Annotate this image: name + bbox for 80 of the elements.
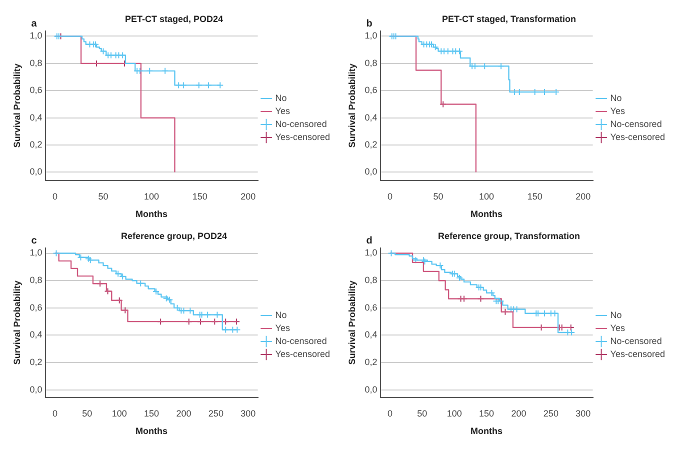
y-tick-label: 0,6 bbox=[364, 302, 378, 312]
text: b bbox=[366, 18, 372, 30]
y-tick-label: 0,4 bbox=[30, 112, 42, 122]
legend-label: No bbox=[610, 310, 622, 320]
y-tick-label: 0,8 bbox=[30, 58, 42, 68]
x-tick-label: 50 bbox=[82, 408, 92, 418]
chart-title: PET-CT staged, Transformation bbox=[442, 14, 576, 24]
x-tick-label: 0 bbox=[52, 408, 58, 418]
legend-label: No bbox=[610, 92, 622, 103]
y-tick-label: 0,4 bbox=[30, 330, 42, 340]
x-tick-label: 100 bbox=[479, 191, 494, 202]
y-tick-label: 1,0 bbox=[364, 248, 378, 258]
y-tick-label: 1,0 bbox=[30, 30, 42, 41]
legend-label: Yes-censored bbox=[275, 348, 330, 359]
y-tick-label: 1,0 bbox=[30, 248, 42, 258]
legend-label: No-censored bbox=[275, 118, 327, 129]
x-tick-label: 100 bbox=[144, 191, 160, 202]
x-tick-label: 150 bbox=[144, 408, 160, 418]
x-tick-label: 0 bbox=[52, 191, 58, 202]
y-tick-label: 0,4 bbox=[364, 330, 378, 340]
legend-label: No-censored bbox=[610, 336, 662, 346]
x-tick-label: 50 bbox=[417, 408, 428, 418]
legend-label: No bbox=[275, 310, 287, 320]
x-tick-label: 200 bbox=[576, 191, 591, 202]
chart-title: Reference group, Transformation bbox=[438, 230, 580, 241]
legend-label: Yes bbox=[610, 106, 626, 116]
y-axis-title: Survival Probability bbox=[12, 64, 22, 148]
y-tick-label: 1,0 bbox=[364, 30, 378, 41]
y-tick-label: 0,8 bbox=[30, 275, 42, 286]
y-tick-label: 0,0 bbox=[364, 166, 378, 177]
text: d bbox=[366, 236, 372, 247]
legend-label: Yes-censored bbox=[610, 348, 665, 359]
y-tick-label: 0,8 bbox=[364, 275, 378, 286]
legend-label: No bbox=[275, 92, 287, 103]
x-tick-label: 300 bbox=[576, 408, 591, 418]
y-tick-label: 0,2 bbox=[364, 357, 378, 368]
legend-label: Yes bbox=[275, 322, 290, 333]
x-tick-label: 100 bbox=[112, 408, 127, 418]
legend-label: Yes bbox=[610, 322, 626, 333]
x-axis-title: Months bbox=[470, 209, 503, 220]
x-axis-title: Months bbox=[470, 426, 503, 436]
legend-label: No-censored bbox=[610, 118, 662, 129]
y-tick-label: 0,0 bbox=[364, 384, 378, 394]
y-axis-title: Survival Probability bbox=[346, 280, 357, 365]
chart-title: Reference group, POD24 bbox=[120, 230, 228, 241]
x-tick-label: 0 bbox=[387, 408, 392, 418]
x-tick-label: 200 bbox=[176, 408, 192, 418]
y-tick-label: 0,8 bbox=[364, 58, 378, 68]
legend-label: Yes-censored bbox=[610, 132, 665, 142]
x-tick-label: 250 bbox=[543, 408, 558, 418]
y-tick-label: 0,2 bbox=[364, 140, 378, 150]
x-tick-label: 150 bbox=[192, 191, 208, 202]
chart-title: PET-CT staged, POD24 bbox=[124, 14, 224, 24]
y-tick-label: 0,6 bbox=[30, 302, 42, 312]
legend-label: Yes bbox=[275, 106, 290, 116]
legend-label: No-censored bbox=[275, 336, 327, 346]
y-tick-label: 0,0 bbox=[30, 384, 42, 394]
y-tick-label: 0,2 bbox=[30, 140, 42, 150]
y-axis-title: Survival Probability bbox=[12, 280, 22, 365]
x-tick-label: 250 bbox=[208, 408, 224, 418]
y-tick-label: 0,2 bbox=[30, 357, 42, 368]
x-tick-label: 0 bbox=[387, 191, 392, 202]
text: a bbox=[31, 18, 38, 30]
y-tick-label: 0,0 bbox=[30, 166, 42, 177]
x-tick-label: 50 bbox=[98, 191, 108, 202]
x-axis-title: Months bbox=[136, 426, 168, 436]
y-tick-label: 0,6 bbox=[30, 85, 42, 96]
x-tick-label: 100 bbox=[446, 408, 462, 418]
x-tick-label: 200 bbox=[511, 408, 526, 418]
y-tick-label: 0,4 bbox=[364, 112, 378, 122]
x-tick-label: 150 bbox=[479, 408, 494, 418]
text: c bbox=[31, 236, 38, 247]
x-tick-label: 50 bbox=[433, 191, 444, 202]
y-axis-title: Survival Probability bbox=[346, 64, 357, 148]
x-tick-label: 300 bbox=[240, 408, 256, 418]
x-tick-label: 150 bbox=[527, 191, 542, 202]
x-tick-label: 200 bbox=[240, 191, 256, 202]
x-axis-title: Months bbox=[136, 209, 168, 220]
y-tick-label: 0,6 bbox=[364, 85, 378, 96]
legend-label: Yes-censored bbox=[275, 132, 330, 142]
